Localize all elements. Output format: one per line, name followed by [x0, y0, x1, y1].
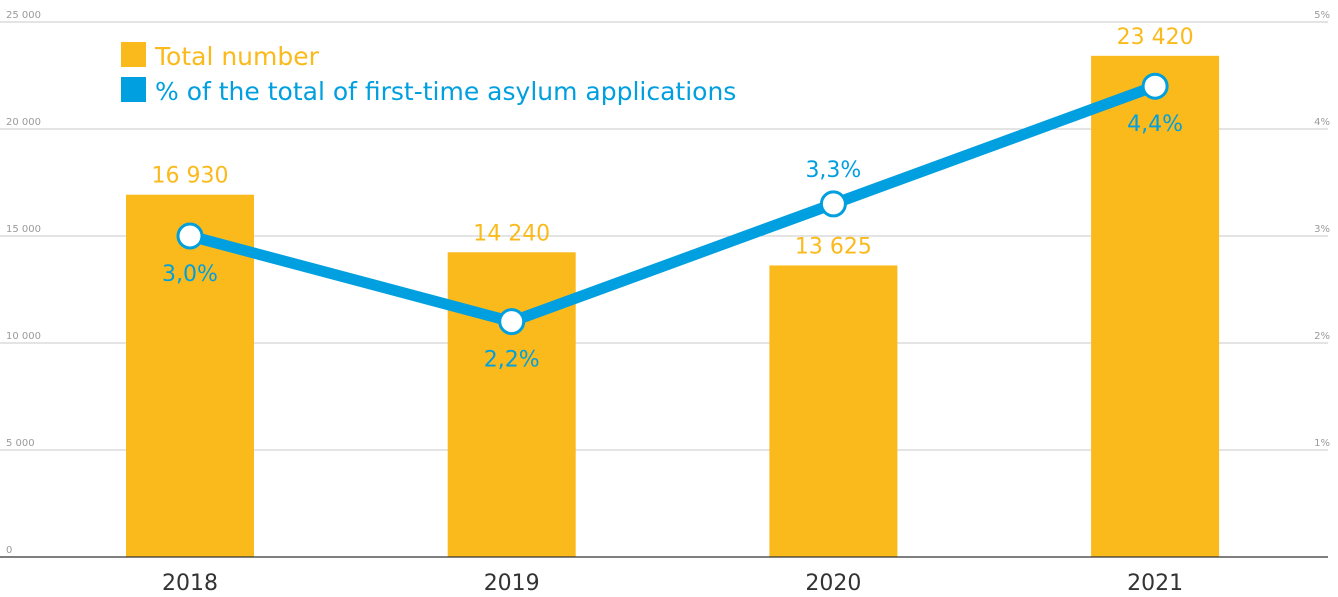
bar-value-label: 13 625 [795, 234, 872, 259]
percent-value-label: 4,4% [1127, 112, 1183, 137]
percent-value-label: 3,0% [162, 262, 218, 287]
y-right-tick-label: 1% [1314, 438, 1330, 449]
data-labels: 16 930 14 240 13 625 23 420 3,0% 2,2% 3,3% 4,4% [152, 25, 1194, 373]
percent-line [176, 72, 1169, 336]
y-right-tick-label: 3% [1314, 224, 1330, 235]
y-left-tick-label: 10 000 [6, 331, 41, 342]
y-left-tick-label: 20 000 [6, 117, 41, 128]
axes: 0 5 000 10 000 15 000 20 000 25 000 1% 2% 3% 4% 5%… [0, 10, 1330, 596]
percent-line-path [184, 80, 1161, 328]
bars [126, 55, 1220, 557]
bar-value-label: 16 930 [152, 164, 229, 189]
percent-point [176, 222, 204, 250]
bar-value-label: 23 420 [1117, 25, 1194, 50]
percent-value-label: 2,2% [484, 348, 540, 373]
bar [447, 252, 576, 557]
bar-value-label: 14 240 [473, 221, 550, 246]
legend-label-percent: % of the total of first-time asylum appl… [155, 77, 736, 106]
legend-label-total: Total number [154, 42, 320, 71]
bar [126, 194, 254, 557]
percent-point [498, 308, 526, 336]
legend: Total number % of the total of first-tim… [121, 42, 736, 106]
y-left-tick-label: 25 000 [6, 10, 41, 21]
percent-point [819, 190, 847, 218]
legend-swatch-total [121, 42, 146, 67]
x-tick-label: 2020 [805, 571, 861, 596]
percent-point [1141, 72, 1169, 100]
x-tick-label: 2021 [1127, 571, 1183, 596]
legend-swatch-percent [121, 77, 146, 102]
y-right-tick-label: 5% [1314, 10, 1330, 21]
y-right-tick-label: 2% [1314, 331, 1330, 342]
x-tick-label: 2019 [484, 571, 540, 596]
y-left-tick-label: 5 000 [6, 438, 35, 449]
y-right-tick-label: 4% [1314, 117, 1330, 128]
bar [1091, 55, 1220, 557]
x-tick-label: 2018 [162, 571, 218, 596]
y-left-tick-label: 15 000 [6, 224, 41, 235]
percent-value-label: 3,3% [805, 158, 861, 183]
y-left-tick-label: 0 [6, 545, 12, 556]
bar [769, 265, 898, 557]
